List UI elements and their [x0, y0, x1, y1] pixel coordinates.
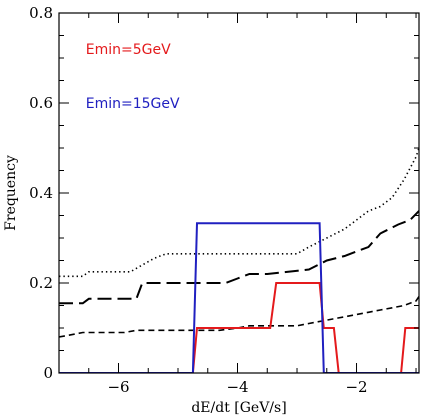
series-layer: [59, 147, 419, 373]
axes-layer: −6 −4 −2 0 0.2 0.4 0.6 0.8 dE/dt [GeV/s] Frequenc…: [3, 4, 420, 416]
x-tick-label: −4: [226, 378, 248, 396]
y-tick-label: 0.8: [29, 4, 53, 22]
legend-entry-emin-5gev: Emin=5GeV: [86, 42, 171, 58]
y-tick-label: 0.4: [29, 184, 53, 202]
y-tick-label: 0.6: [29, 94, 53, 112]
series-line-dotted: [59, 147, 419, 278]
x-tick-label: −2: [345, 378, 367, 396]
x-tick-label: −6: [107, 378, 129, 396]
x-axis-title: dE/dt [GeV/s]: [191, 400, 286, 416]
series-line-emin-5gev: [59, 282, 419, 373]
legend: Emin=5GeV Emin=15GeV: [86, 42, 180, 112]
y-tick-label: 0: [43, 364, 53, 382]
series-line-long-dashed: [59, 210, 419, 305]
series-line-short-dashed: [59, 296, 419, 338]
plot-frame: [58, 12, 420, 374]
y-axis-title: Frequency: [3, 155, 19, 231]
y-tick-label: 0.2: [29, 274, 53, 292]
legend-entry-emin-15gev: Emin=15GeV: [86, 96, 180, 112]
series-line-emin-15gev: [59, 222, 419, 373]
